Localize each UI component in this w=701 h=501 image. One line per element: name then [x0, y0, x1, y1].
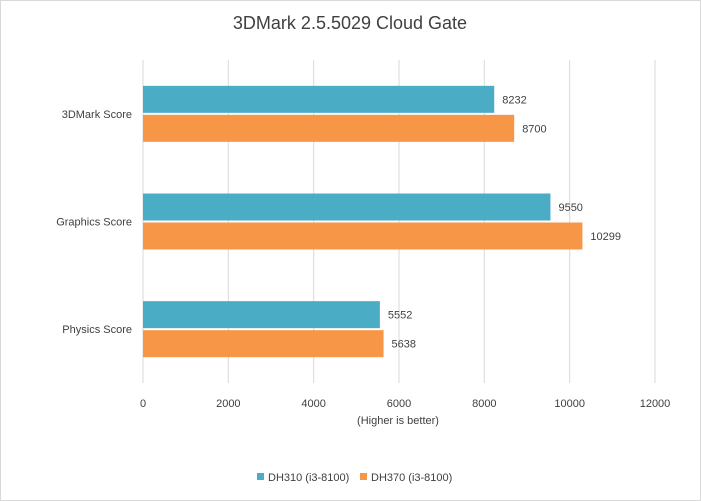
- x-tick-label-0: 0: [140, 398, 146, 410]
- x-axis-label: (Higher is better): [357, 415, 439, 427]
- data-label-1-0: 9550: [558, 202, 582, 214]
- bar-2-1: [143, 330, 384, 358]
- bar-1-1: [143, 222, 583, 250]
- data-label-2-0: 5552: [388, 310, 412, 322]
- bar-0-0: [143, 85, 495, 113]
- bar-2-0: [143, 301, 380, 329]
- data-label-1-1: 10299: [590, 231, 621, 243]
- x-axis-ticks: 0 2000 4000 6000 8000 10000 12000: [140, 398, 670, 410]
- x-tick-label-8000: 8000: [472, 398, 496, 410]
- bars: 8232 8700 9550 10299 5552 5638: [143, 85, 621, 358]
- x-tick-label-2000: 2000: [216, 398, 240, 410]
- category-label-0: 3DMark Score: [62, 109, 132, 121]
- legend-label-1: DH370 (i3-8100): [371, 472, 452, 484]
- legend-swatch-0: [257, 473, 264, 480]
- data-label-2-1: 5638: [392, 339, 416, 351]
- category-labels: 3DMark Score Graphics Score Physics Score: [56, 109, 132, 336]
- data-label-0-1: 8700: [522, 123, 546, 135]
- x-tick-label-6000: 6000: [387, 398, 411, 410]
- legend: DH310 (i3-8100) DH370 (i3-8100): [257, 472, 452, 484]
- x-tick-label-4000: 4000: [301, 398, 325, 410]
- legend-label-0: DH310 (i3-8100): [268, 472, 349, 484]
- x-tick-label-10000: 10000: [554, 398, 585, 410]
- gridlines: [142, 60, 656, 383]
- category-label-1: Graphics Score: [56, 217, 132, 229]
- bar-0-1: [143, 114, 515, 142]
- bar-1-0: [143, 193, 551, 221]
- chart-title: 3DMark 2.5.5029 Cloud Gate: [233, 13, 467, 33]
- data-label-0-0: 8232: [502, 94, 526, 106]
- legend-swatch-1: [360, 473, 367, 480]
- x-tick-label-12000: 12000: [640, 398, 671, 410]
- category-label-2: Physics Score: [62, 324, 132, 336]
